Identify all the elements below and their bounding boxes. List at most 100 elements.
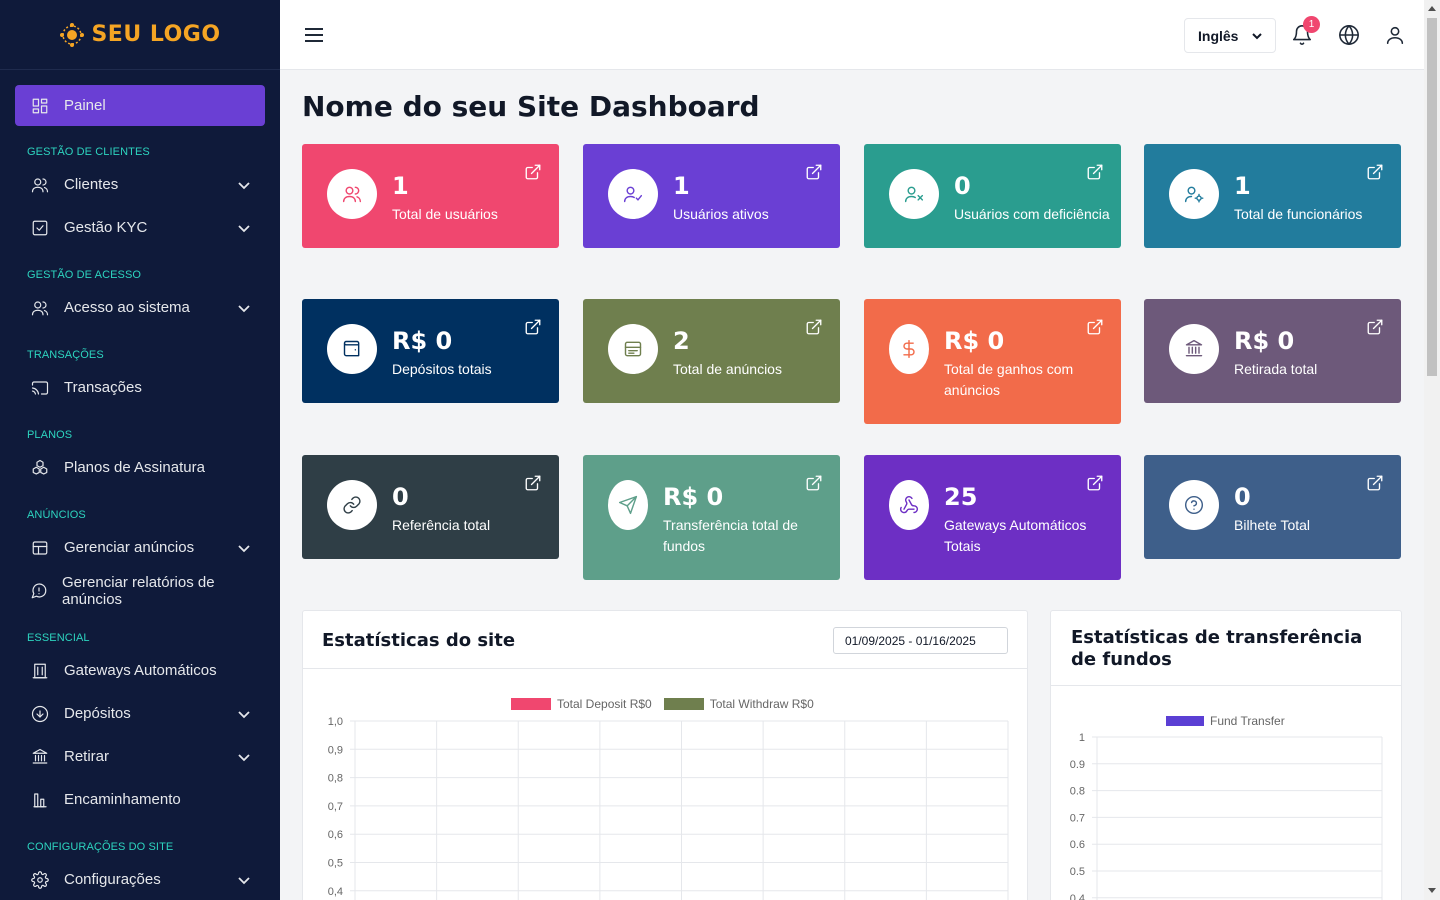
page-scrollbar[interactable] bbox=[1424, 0, 1440, 900]
scroll-down-arrow[interactable] bbox=[1428, 888, 1436, 893]
sidebar-item-encaminhamento[interactable]: Encaminhamento bbox=[15, 778, 265, 821]
site-chart-legend: Total Deposit R$0 Total Withdraw R$0 bbox=[511, 697, 814, 711]
external-link-icon[interactable] bbox=[1086, 318, 1104, 336]
external-link-icon[interactable] bbox=[524, 163, 542, 181]
language-select[interactable]: Inglês bbox=[1184, 18, 1276, 53]
check-square-icon bbox=[30, 218, 50, 238]
stat-card-bilhete-total[interactable]: 0 Bilhete Total bbox=[1144, 455, 1401, 559]
site-stats-title: Estatísticas do site bbox=[322, 630, 516, 651]
card-icon-circle bbox=[889, 169, 939, 219]
card-label: Total de ganhos com anúncios bbox=[944, 361, 1074, 398]
card-label: Transferência total de fundos bbox=[663, 517, 798, 554]
external-link-icon[interactable] bbox=[1086, 474, 1104, 492]
card-label: Total de usuários bbox=[392, 206, 498, 222]
site-stats-header: Estatísticas do site 01/09/2025 - 01/16/… bbox=[303, 611, 1027, 669]
user-x-icon bbox=[904, 186, 924, 203]
stat-card-total-de-funcionarios[interactable]: 1 Total de funcionários bbox=[1144, 144, 1401, 248]
stat-card-usuarios-com-deficiencia[interactable]: 0 Usuários com deficiência bbox=[864, 144, 1121, 248]
sidebar-item-acesso-ao-sistema[interactable]: Acesso ao sistema bbox=[15, 286, 265, 329]
card-label: Referência total bbox=[392, 517, 491, 533]
sidebar-item-planos-de-assinatura[interactable]: Planos de Assinatura bbox=[15, 446, 265, 489]
y-tick-label: 0.7 bbox=[1070, 812, 1085, 824]
profile-button[interactable] bbox=[1384, 24, 1406, 46]
ad-icon bbox=[624, 341, 642, 357]
stat-card-usuarios-ativos[interactable]: 1 Usuários ativos bbox=[583, 144, 840, 248]
language-value: Inglês bbox=[1198, 27, 1239, 44]
sidebar-item-label: Gerenciar anúncios bbox=[64, 539, 195, 556]
sidebar-item-painel[interactable]: Painel bbox=[15, 85, 265, 126]
help-circle-icon bbox=[1184, 495, 1204, 515]
sidebar-item-gerenciar-relatorios-de-anuncios[interactable]: Gerenciar relatórios de anúncios bbox=[15, 569, 265, 612]
sidebar-item-transacoes[interactable]: Transações bbox=[15, 366, 265, 409]
stat-card-retirada-total[interactable]: R$ 0 Retirada total bbox=[1144, 299, 1401, 403]
sidebar-item-retirar[interactable]: Retirar bbox=[15, 735, 265, 778]
y-tick-label: 0.5 bbox=[1070, 866, 1085, 878]
external-link-icon[interactable] bbox=[1086, 163, 1104, 181]
language-globe-button[interactable] bbox=[1338, 24, 1360, 46]
sidebar-section-title: ANÚNCIOS bbox=[27, 509, 86, 521]
card-icon-circle bbox=[608, 480, 648, 530]
stat-card-total-de-usuarios[interactable]: 1 Total de usuários bbox=[302, 144, 559, 248]
menu-toggle-button[interactable] bbox=[303, 24, 325, 46]
card-icon-circle bbox=[1169, 480, 1219, 530]
external-link-icon[interactable] bbox=[1366, 474, 1384, 492]
bank-icon bbox=[32, 748, 48, 764]
external-link-icon[interactable] bbox=[524, 474, 542, 492]
layout-icon bbox=[30, 538, 50, 558]
sidebar-item-configuracoes[interactable]: Configurações bbox=[15, 858, 265, 900]
legend-swatch-withdraw[interactable] bbox=[663, 698, 704, 710]
cast-icon bbox=[31, 380, 49, 395]
stat-card-total-de-ganhos-com-anuncios[interactable]: R$ 0 Total de ganhos com anúncios bbox=[864, 299, 1121, 424]
logo[interactable]: SEU LOGO bbox=[0, 0, 280, 70]
sidebar-item-label: Retirar bbox=[64, 748, 110, 765]
card-icon-circle bbox=[1169, 324, 1219, 374]
card-icon-circle bbox=[327, 324, 377, 374]
y-tick-label: 0.9 bbox=[1070, 759, 1085, 771]
sidebar-section-title: ESSENCIAL bbox=[27, 632, 90, 644]
layout-icon bbox=[32, 540, 48, 555]
stat-card-depositos-totais[interactable]: R$ 0 Depósitos totais bbox=[302, 299, 559, 403]
card-icon-circle bbox=[327, 480, 377, 530]
stat-card-referencia-total[interactable]: 0 Referência total bbox=[302, 455, 559, 559]
user-icon bbox=[1386, 26, 1404, 45]
stat-card-total-de-anuncios[interactable]: 2 Total de anúncios bbox=[583, 299, 840, 403]
stat-card-transferencia-total-de-fundos[interactable]: R$ 0 Transferência total de fundos bbox=[583, 455, 840, 580]
sidebar-item-clientes[interactable]: Clientes bbox=[15, 163, 265, 206]
arrow-down-circle-icon bbox=[30, 704, 50, 724]
legend-label-fund[interactable]: Fund Transfer bbox=[1210, 714, 1285, 728]
legend-label-withdraw[interactable]: Total Withdraw R$0 bbox=[709, 697, 814, 711]
notifications-button[interactable]: 1 bbox=[1291, 16, 1320, 46]
external-link-icon[interactable] bbox=[805, 318, 823, 336]
card-value: R$ 0 bbox=[944, 327, 1005, 355]
sidebar-item-depositos[interactable]: Depósitos bbox=[15, 692, 265, 735]
stat-card-gateways-automaticos-totais[interactable]: 25 Gateways Automáticos Totais bbox=[864, 455, 1121, 580]
external-link-icon[interactable] bbox=[805, 474, 823, 492]
sidebar-item-gestao-kyc[interactable]: Gestão KYC bbox=[15, 206, 265, 249]
date-range-input[interactable]: 01/09/2025 - 01/16/2025 bbox=[833, 627, 1008, 654]
card-value: 1 bbox=[673, 172, 690, 200]
arrow-down-circle-icon bbox=[31, 705, 49, 722]
y-tick-label: 0.4 bbox=[1070, 893, 1085, 900]
scroll-thumb[interactable] bbox=[1427, 18, 1437, 376]
legend-label-deposit[interactable]: Total Deposit R$0 bbox=[557, 697, 652, 711]
sidebar-section-title: GESTÃO DE CLIENTES bbox=[27, 146, 150, 158]
fund-stats-chart: 1 0.9 0.8 0.7 0.6 0.5 0.4 bbox=[1070, 732, 1383, 900]
sidebar-section-title: GESTÃO DE ACESSO bbox=[27, 269, 142, 281]
chevron-down-icon bbox=[237, 707, 251, 721]
external-link-icon[interactable] bbox=[1366, 318, 1384, 336]
sidebar-item-label: Acesso ao sistema bbox=[64, 299, 190, 316]
card-value: R$ 0 bbox=[392, 327, 453, 355]
external-link-icon[interactable] bbox=[524, 318, 542, 336]
sidebar-item-gateways-automaticos[interactable]: Gateways Automáticos bbox=[15, 649, 265, 692]
external-link-icon[interactable] bbox=[805, 163, 823, 181]
scroll-up-arrow[interactable] bbox=[1428, 6, 1436, 11]
chevron-down-icon bbox=[237, 541, 251, 555]
sidebar-item-gerenciar-anuncios[interactable]: Gerenciar anúncios bbox=[15, 526, 265, 569]
legend-swatch-fund[interactable] bbox=[1166, 716, 1204, 726]
logo-icon bbox=[60, 22, 85, 47]
external-link-icon[interactable] bbox=[1366, 163, 1384, 181]
check-square-icon bbox=[32, 220, 48, 235]
card-label: Usuários ativos bbox=[673, 206, 769, 222]
legend-swatch-deposit[interactable] bbox=[511, 698, 551, 710]
page-title: Nome do seu Site Dashboard bbox=[302, 90, 760, 123]
